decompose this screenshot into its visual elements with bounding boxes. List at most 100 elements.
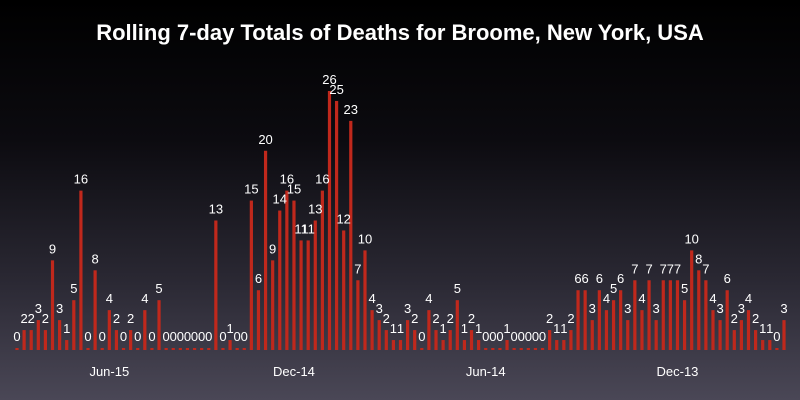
bar <box>697 270 701 350</box>
data-label: 12 <box>336 211 350 226</box>
data-label: 1 <box>766 321 773 336</box>
bar <box>143 310 147 350</box>
bar <box>228 340 232 350</box>
data-label: 1 <box>475 321 482 336</box>
bar <box>569 330 573 350</box>
data-label: 6 <box>255 271 262 286</box>
bar <box>413 330 417 350</box>
bar <box>725 290 729 350</box>
bar <box>256 290 261 350</box>
data-label: 3 <box>589 301 596 316</box>
bar <box>420 348 424 350</box>
bar <box>221 348 225 350</box>
bar <box>519 348 523 350</box>
data-label: 2 <box>546 311 553 326</box>
data-label: 1 <box>759 321 766 336</box>
bar <box>136 348 140 350</box>
bar <box>285 190 289 350</box>
bar <box>72 300 76 350</box>
bar <box>299 240 303 350</box>
bar <box>427 310 431 350</box>
bar <box>548 330 552 350</box>
data-label: 0 <box>191 329 198 344</box>
bar <box>320 190 324 350</box>
bar <box>434 330 438 350</box>
bar <box>753 330 758 350</box>
data-label: 3 <box>56 301 63 316</box>
data-label: 4 <box>709 291 716 306</box>
data-label: 4 <box>106 291 113 306</box>
data-label: 9 <box>49 241 56 256</box>
data-label: 0 <box>99 329 106 344</box>
bar <box>100 348 104 350</box>
data-label: 3 <box>624 301 631 316</box>
data-label: 7 <box>631 261 638 276</box>
data-label: 2 <box>567 311 574 326</box>
bar <box>313 220 317 350</box>
bar <box>306 240 310 350</box>
data-label: 4 <box>141 291 148 306</box>
data-label: 0 <box>525 329 532 344</box>
data-label: 5 <box>70 281 77 296</box>
data-label: 5 <box>454 281 461 296</box>
data-label: 15 <box>244 182 258 197</box>
data-label: 7 <box>660 261 667 276</box>
bar <box>491 348 495 350</box>
data-label: 0 <box>198 329 205 344</box>
data-label: 2 <box>28 311 35 326</box>
data-label: 3 <box>404 301 411 316</box>
data-label: 1 <box>390 321 397 336</box>
data-label: 10 <box>358 231 372 246</box>
bar <box>668 280 672 350</box>
bar <box>782 320 786 350</box>
bar <box>192 348 197 350</box>
bar <box>384 330 388 350</box>
bar <box>200 348 204 350</box>
bar <box>164 348 168 350</box>
bar <box>633 280 637 350</box>
bar <box>214 220 218 350</box>
data-label: 8 <box>695 251 702 266</box>
data-label: 5 <box>681 281 688 296</box>
data-label: 2 <box>468 311 475 326</box>
data-label: 0 <box>518 329 525 344</box>
bar <box>242 348 246 350</box>
bar <box>22 330 26 350</box>
bar <box>391 340 395 350</box>
bar <box>121 348 126 350</box>
bar <box>15 348 19 350</box>
bar <box>739 320 743 350</box>
data-label: 0 <box>219 329 226 344</box>
bar <box>477 340 481 350</box>
data-label: 0 <box>163 329 170 344</box>
data-label: 23 <box>344 102 358 117</box>
data-label: 4 <box>638 291 645 306</box>
bar <box>129 330 133 350</box>
bar <box>448 330 452 350</box>
bar <box>704 280 708 350</box>
bar <box>455 300 459 350</box>
data-label: 0 <box>170 329 177 344</box>
data-label: 5 <box>610 281 617 296</box>
bar <box>583 290 587 350</box>
x-tick-label: Dec-14 <box>273 364 315 379</box>
bar <box>626 320 630 350</box>
data-label: 0 <box>13 329 20 344</box>
bar <box>746 310 751 350</box>
data-label: 7 <box>667 261 674 276</box>
chart-title: Rolling 7-day Totals of Deaths for Broom… <box>96 20 704 45</box>
data-label: 9 <box>269 241 276 256</box>
data-label: 26 <box>322 72 336 87</box>
data-label: 7 <box>354 261 361 276</box>
bar <box>185 348 190 350</box>
data-label: 2 <box>411 311 418 326</box>
data-label: 0 <box>234 329 241 344</box>
bar <box>370 310 374 350</box>
data-label: 0 <box>539 329 546 344</box>
bar <box>675 280 680 350</box>
bar <box>661 280 665 350</box>
bar <box>263 150 268 350</box>
data-label: 0 <box>120 329 127 344</box>
bar <box>775 348 779 350</box>
